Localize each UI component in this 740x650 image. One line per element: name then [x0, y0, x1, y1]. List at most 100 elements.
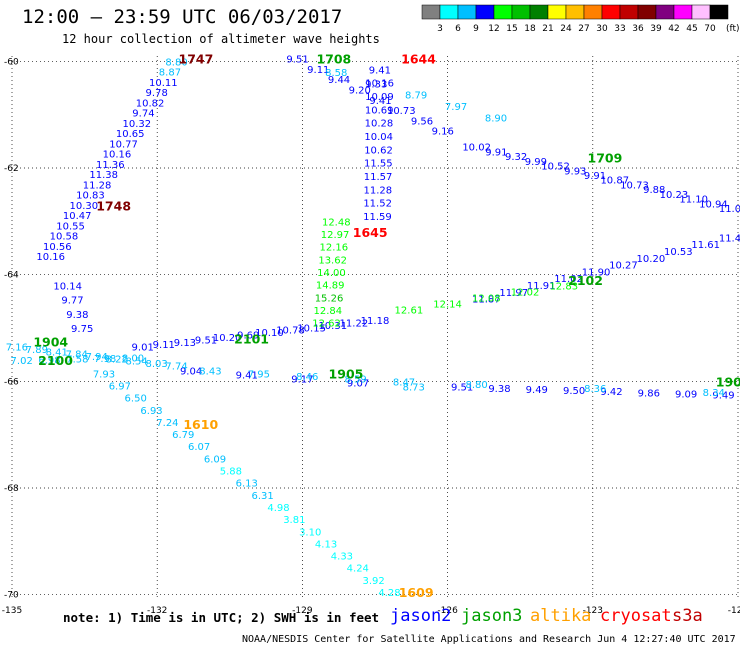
swh-point-jason2: 10.82: [136, 98, 165, 109]
x-tick-label: -126: [437, 606, 458, 616]
colorbar-tick-label: 30: [596, 24, 608, 34]
swh-point-s3a: 7.74: [165, 361, 187, 372]
pass-time-label: 2100: [38, 353, 73, 368]
swh-point-s3a: 3.81: [283, 515, 305, 526]
legend-altika: altika: [530, 606, 592, 626]
swh-point-jason3: 12.84: [313, 306, 342, 317]
swh-point-s3a: 7.24: [156, 418, 178, 429]
colorbar-swatch: [529, 4, 549, 20]
swh-point-jason2: 9.56: [411, 116, 433, 127]
colorbar-swatch: [637, 4, 657, 20]
swh-point-jason2: 10.15: [297, 323, 326, 334]
swh-point-s3a: 3.10: [299, 527, 321, 538]
swh-point-s3a: 6.98: [38, 355, 60, 366]
swh-point-s3a: 7.89: [26, 345, 48, 356]
swh-point-s3a: 6.31: [251, 491, 273, 502]
colorbar-tick-label: 15: [506, 24, 517, 34]
pass-time-label: 1906: [716, 374, 740, 389]
swh-point-jason2: 9.42: [600, 387, 622, 398]
swh-point-jason2: 10.23: [660, 190, 689, 201]
swh-point-jason2: 10.58: [50, 232, 79, 243]
swh-point-jason2: 11.38: [89, 170, 118, 181]
swh-point-jason3: 12.08: [472, 293, 501, 304]
swh-point-jason2: 9.07: [347, 379, 369, 390]
legend-jason3: jason3: [461, 606, 523, 626]
swh-point-jason2: 11.52: [363, 199, 392, 210]
swh-point-jason2: 9.13: [174, 338, 196, 349]
swh-point-jason2: 9.16: [432, 127, 454, 138]
colorbar-tick-label: 45: [686, 24, 697, 34]
chart-marks: 8.808.8710.119.7810.829.7410.3210.6510.7…: [6, 52, 740, 600]
swh-point-jason3: 12.14: [433, 299, 462, 310]
swh-point-s3a: 8.54: [125, 357, 147, 368]
swh-point-jason2: 10.02: [462, 143, 491, 154]
swh-point-s3a: 7.94: [86, 352, 108, 363]
swh-point-jason2: 9.77: [61, 296, 83, 307]
swh-point-jason3: 12.61: [395, 305, 424, 316]
swh-point-jason2: 9.11: [153, 340, 175, 351]
swh-point-jason2: 11.91: [527, 281, 556, 292]
swh-point-jason2: 9.20: [349, 86, 371, 97]
swh-point-jason2: 11.59: [363, 212, 392, 223]
swh-point-jason3: 12.62: [312, 319, 341, 330]
swh-point-s3a: 4.28: [378, 588, 400, 599]
swh-point-jason2: 8.73: [403, 383, 425, 394]
swh-point-jason2: 9.38: [488, 384, 510, 395]
y-tick-label: -62: [4, 164, 19, 174]
colorbar-tick-label: 42: [668, 24, 679, 34]
swh-point-jason2: 10.09: [365, 92, 394, 103]
colorbar-swatch: [655, 4, 675, 20]
swh-point-jason2: 11.97: [499, 288, 528, 299]
swh-point-jason2: 9.69: [237, 331, 259, 342]
swh-point-jason2: 9.51: [451, 383, 473, 394]
colorbar-tick-label: 39: [650, 24, 662, 34]
colorbar-tick-label: 33: [614, 24, 625, 34]
swh-point-s3a: 7.58: [66, 355, 88, 366]
swh-point-jason2: 9.88: [643, 185, 665, 196]
swh-point-jason2: 9.09: [675, 390, 697, 401]
swh-point-jason3: 12.02: [511, 287, 540, 298]
chart-grid: [11, 56, 739, 600]
swh-point-jason2: 8.87: [159, 68, 181, 79]
colorbar-swatch: [457, 4, 477, 20]
swh-point-s3a: 8.90: [485, 113, 507, 124]
pass-time-label: 1609: [399, 585, 434, 600]
swh-point-jason2: 9.41: [369, 65, 391, 76]
swh-point-jason2: 11.57: [364, 172, 393, 183]
swh-point-jason2: 9.93: [564, 166, 586, 177]
swh-point-s3a: 6.97: [109, 381, 131, 392]
swh-point-jason3: 12.97: [321, 230, 350, 241]
swh-point-s3a: 6.93: [140, 406, 162, 417]
swh-point-jason2: 9.41: [236, 371, 258, 382]
swh-point-jason2: 10.30: [70, 201, 99, 212]
swh-point-jason2: 10.53: [664, 247, 693, 258]
swh-point-s3a: 8.58: [325, 68, 347, 79]
swh-point-jason2: 11.10: [679, 195, 708, 206]
colorbar-swatch: [565, 4, 585, 20]
swh-point-s3a: 7.84: [66, 350, 88, 361]
swh-point-jason2: 10.47: [63, 211, 92, 222]
swh-point-jason2: 10.04: [364, 132, 393, 143]
swh-point-s3a: 6.13: [236, 479, 258, 490]
swh-point-jason2: 11.07: [719, 204, 740, 215]
swh-point-s3a: 8.34: [703, 388, 725, 399]
colorbar-swatch: [583, 4, 603, 20]
swh-point-jason2: 10.56: [43, 242, 72, 253]
legend-s3a: s3a: [672, 606, 703, 626]
colorbar-tick-label: 36: [632, 24, 644, 34]
swh-point-s3a: 8.59: [345, 375, 367, 386]
swh-point-jason2: 10.11: [149, 78, 178, 89]
colorbar-tick-label: 24: [560, 24, 572, 34]
swh-point-jason2: 9.51: [286, 55, 308, 66]
swh-point-jason2: 10.20: [637, 254, 666, 265]
swh-point-jason2: 9.51: [195, 335, 217, 346]
swh-point-jason2: 9.04: [180, 367, 202, 378]
swh-point-jason2: 9.44: [328, 75, 350, 86]
x-tick-label: -120: [728, 606, 740, 616]
x-tick-label: -129: [292, 606, 313, 616]
swh-point-jason2: 10.28: [365, 119, 394, 130]
swh-point-jason3: 14.89: [316, 281, 345, 292]
pass-time-label: 1748: [96, 198, 131, 213]
swh-point-jason2: 9.49: [712, 391, 734, 402]
